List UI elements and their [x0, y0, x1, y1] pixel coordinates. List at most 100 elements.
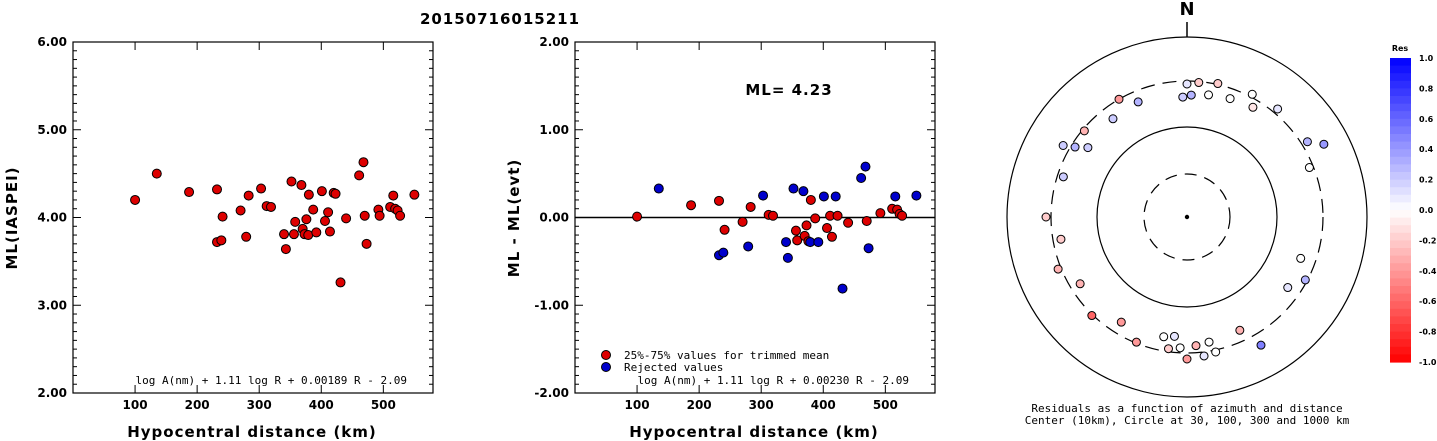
colorbar-segment — [1390, 263, 1411, 272]
colorbar-segment — [1390, 354, 1411, 363]
station-point — [1169, 331, 1179, 341]
data-point — [830, 191, 841, 202]
colorbar-tick-label: -0.6 — [1419, 297, 1437, 306]
station-point — [1131, 337, 1141, 347]
x-tick-label: 100 — [123, 398, 148, 412]
data-point — [409, 189, 420, 200]
data-point — [718, 247, 729, 258]
data-point — [897, 210, 908, 221]
station-point — [1075, 279, 1085, 289]
data-point — [632, 211, 643, 222]
colorbar-segment — [1390, 156, 1411, 165]
data-point — [686, 200, 697, 211]
ml-annotation: ML= 4.23 — [745, 81, 832, 99]
data-point — [790, 225, 801, 236]
data-point — [341, 213, 352, 224]
data-point — [212, 184, 222, 195]
x-tick-label: 500 — [873, 398, 898, 412]
data-point — [266, 201, 276, 212]
data-point — [745, 201, 756, 212]
data-point — [768, 210, 778, 221]
x-tick-label: 200 — [687, 398, 712, 412]
data-point — [798, 186, 809, 197]
colorbar-segment — [1390, 301, 1411, 310]
colorbar-segment — [1390, 149, 1411, 158]
colorbar-segment — [1390, 308, 1411, 317]
data-point — [323, 207, 334, 218]
colorbar-segment — [1390, 202, 1411, 211]
data-point — [714, 195, 724, 206]
circle-100km — [1096, 126, 1278, 308]
station-point — [1191, 341, 1201, 351]
caption-line-1: Residuals as a function of azimuth and d… — [1031, 402, 1342, 415]
data-point — [279, 229, 290, 240]
data-point — [235, 205, 246, 216]
colorbar-segment — [1390, 217, 1411, 226]
data-point — [863, 243, 874, 254]
y-tick-label: 6.00 — [37, 35, 67, 49]
colorbar-segment — [1390, 179, 1411, 188]
data-point — [303, 189, 314, 200]
colorbar-segment — [1390, 103, 1411, 112]
data-point — [861, 216, 872, 227]
station-point — [1194, 78, 1204, 88]
data-point — [241, 231, 252, 242]
x-tick-label: 500 — [371, 398, 396, 412]
x-tick-label: 100 — [625, 398, 650, 412]
data-point — [395, 210, 406, 221]
data-point — [875, 208, 886, 219]
data-point — [856, 173, 867, 184]
colorbar-segment — [1390, 331, 1411, 340]
colorbar-tick-label: 0.2 — [1419, 176, 1433, 185]
data-point — [151, 168, 162, 179]
station-point — [1204, 90, 1214, 100]
colorbar-tick-label: 0.0 — [1419, 206, 1434, 215]
x-tick-label: 400 — [309, 398, 334, 412]
colorbar-segment — [1390, 255, 1411, 264]
station-point — [1256, 340, 1266, 350]
x-tick-label: 200 — [185, 398, 210, 412]
station-point — [1283, 283, 1293, 293]
colorbar-segment — [1390, 293, 1411, 302]
y-tick-label: -2.00 — [534, 386, 569, 400]
station-point — [1116, 317, 1126, 327]
y-tick-label: 3.00 — [37, 298, 67, 312]
station-point — [1133, 97, 1143, 107]
y-axis-label: ML - ML(evt) — [505, 159, 523, 277]
colorbar-tick-label: 0.8 — [1419, 84, 1434, 93]
data-point — [788, 183, 799, 194]
data-point — [217, 211, 228, 222]
legend-label-trimmed: 25%-75% values for trimmed mean — [624, 349, 829, 362]
center-dot — [1184, 214, 1190, 220]
data-point — [130, 194, 141, 205]
data-point — [296, 180, 307, 191]
data-point — [822, 223, 832, 234]
station-point — [1175, 343, 1185, 353]
station-point — [1211, 347, 1221, 357]
x-axis-label: Hypocentral distance (km) — [127, 423, 377, 441]
station-point — [1108, 114, 1118, 124]
data-point — [388, 190, 399, 201]
data-point — [911, 190, 922, 201]
y-tick-label: -1.00 — [534, 298, 569, 312]
colorbar-segment — [1390, 141, 1411, 150]
station-point — [1083, 143, 1093, 153]
colorbar-segment — [1390, 286, 1411, 295]
north-label: N — [1179, 0, 1194, 20]
station-point — [1296, 253, 1306, 263]
station-point — [1159, 332, 1169, 342]
data-point — [805, 194, 816, 205]
station-point — [1058, 141, 1068, 150]
data-point — [374, 210, 385, 221]
colorbar: Res 1.0 0.8 0.6 0.4 0.2 0.0 -0.2 -0.4 -0.6 -0.8 -1… — [1390, 44, 1437, 367]
colorbar-segment — [1390, 346, 1411, 355]
formula-text: log A(nm) + 1.11 log R + 0.00230 R - 2.0… — [637, 374, 909, 387]
colorbar-segment — [1390, 80, 1411, 89]
data-point — [256, 183, 267, 194]
data-point — [890, 191, 901, 202]
data-point — [316, 186, 327, 197]
data-point — [653, 183, 664, 194]
station-point — [1056, 234, 1066, 244]
colorbar-segment — [1390, 240, 1411, 249]
data-point — [359, 210, 370, 221]
